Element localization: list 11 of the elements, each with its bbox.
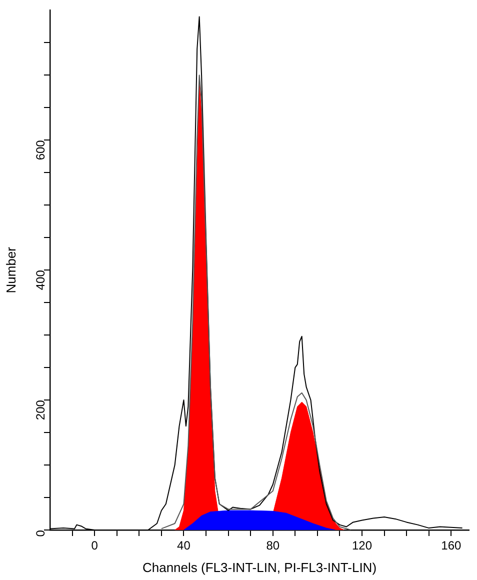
y-axis-title: Number [3, 246, 18, 294]
x-tick-label: 40 [177, 538, 191, 553]
y-tick-label: 200 [33, 400, 48, 420]
x-axis-title: Channels (FL3-INT-LIN, PI-FL3-INT-LIN) [142, 560, 377, 575]
y-tick-label: 400 [33, 270, 48, 290]
x-tick-label: 0 [91, 538, 98, 553]
x-tick-label: 160 [441, 538, 462, 553]
x-tick-label: 80 [266, 538, 280, 553]
y-tick-label: 0 [33, 530, 48, 537]
y-tick-label: 600 [33, 140, 48, 160]
x-tick-label: 120 [352, 538, 372, 553]
